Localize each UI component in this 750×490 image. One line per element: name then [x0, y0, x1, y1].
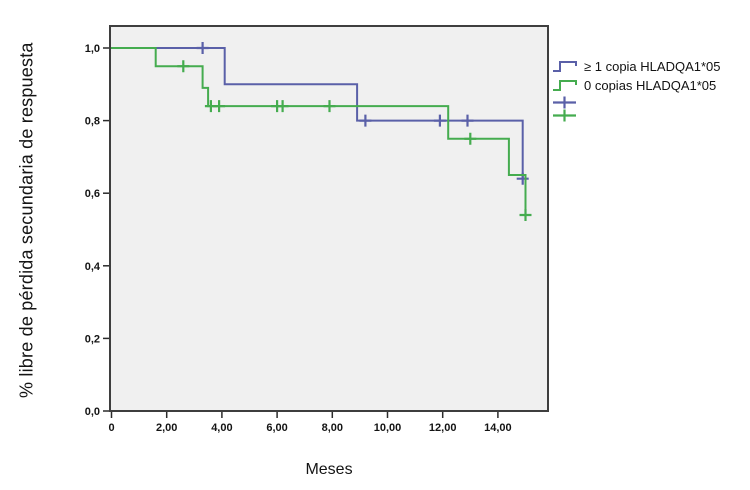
legend-item-censor-2: [552, 108, 721, 121]
legend: ≥ 1 copia HLADQA1*05 0 copias HLADQA1*05: [552, 57, 721, 121]
legend-label-series-2: 0 copias HLADQA1*05: [584, 78, 717, 93]
y-tick-label: 0,2: [85, 333, 100, 345]
y-tick-label: 0,6: [85, 188, 100, 200]
step-line-icon: [553, 61, 577, 72]
censor-plus-icon: [553, 109, 576, 121]
x-tick-label: 2,00: [156, 422, 177, 434]
x-tick-label: 6,00: [266, 422, 287, 434]
legend-label-series-1: ≥ 1 copia HLADQA1*05: [584, 59, 721, 74]
legend-item-series-2: 0 copias HLADQA1*05: [552, 76, 721, 95]
censor-mark-2: [276, 100, 289, 113]
censor-mark-1: [359, 114, 372, 127]
y-tick-label: 0,0: [85, 406, 100, 418]
x-tick-label: 14,00: [484, 422, 512, 434]
y-tick-label: 0,4: [85, 261, 101, 273]
censor-mark-1: [433, 114, 446, 127]
censor-mark-1: [461, 114, 474, 127]
legend-item-series-1: ≥ 1 copia HLADQA1*05: [552, 57, 721, 76]
x-tick-label: 8,00: [322, 422, 343, 434]
censor-mark-1: [196, 42, 209, 54]
censor-mark-2: [177, 60, 190, 73]
x-axis-title: Meses: [305, 461, 353, 478]
y-tick-label: 0,8: [85, 116, 100, 128]
survival-curve-1: [111, 47, 524, 179]
y-tick-label: 1,0: [85, 43, 100, 55]
censor-plus-icon: [553, 96, 576, 108]
legend-item-censor-1: [552, 95, 721, 108]
censor-mark-2: [213, 100, 226, 113]
plot-area: [109, 25, 549, 412]
x-tick-label: 12,00: [429, 422, 457, 434]
x-tick-label: 10,00: [374, 422, 402, 434]
step-line-icon: [553, 80, 577, 91]
x-tick-label: 4,00: [211, 422, 232, 434]
censor-mark-2: [323, 100, 336, 113]
censor-mark-2: [464, 132, 477, 145]
x-tick-label: 0: [108, 422, 114, 434]
censor-mark-2: [519, 209, 532, 221]
y-axis-title: % libre de pérdida secundaria de respues…: [16, 42, 37, 398]
